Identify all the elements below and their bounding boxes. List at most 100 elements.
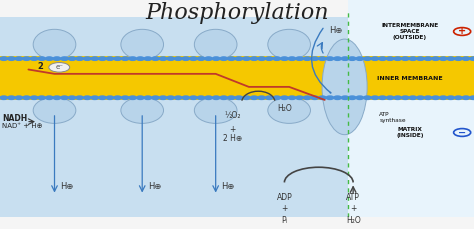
Circle shape: [356, 96, 364, 99]
Circle shape: [68, 96, 76, 99]
Circle shape: [379, 57, 386, 60]
Circle shape: [167, 96, 174, 99]
Circle shape: [455, 96, 462, 99]
Circle shape: [53, 96, 61, 99]
Circle shape: [53, 57, 61, 60]
Bar: [0, 17, 348, 57]
Circle shape: [15, 96, 23, 99]
Circle shape: [91, 96, 99, 99]
Bar: [0, 57, 351, 100]
Circle shape: [243, 96, 250, 99]
Circle shape: [462, 96, 470, 99]
Circle shape: [273, 57, 281, 60]
Circle shape: [447, 57, 455, 60]
Bar: [348, 57, 474, 100]
Circle shape: [243, 57, 250, 60]
Circle shape: [174, 96, 182, 99]
Circle shape: [38, 57, 46, 60]
Ellipse shape: [322, 39, 367, 135]
Bar: [348, 0, 474, 217]
Circle shape: [265, 96, 273, 99]
Circle shape: [235, 57, 243, 60]
Circle shape: [371, 96, 379, 99]
Circle shape: [190, 96, 197, 99]
Circle shape: [68, 57, 76, 60]
Circle shape: [129, 57, 137, 60]
Circle shape: [121, 57, 129, 60]
Text: Phosphorylation: Phosphorylation: [145, 2, 329, 24]
Text: NADH: NADH: [2, 114, 27, 123]
Text: −: −: [458, 128, 466, 137]
Circle shape: [114, 57, 121, 60]
Circle shape: [129, 96, 137, 99]
Text: H⊕: H⊕: [148, 182, 161, 191]
Text: +: +: [229, 125, 236, 134]
Bar: [348, 0, 474, 217]
Circle shape: [348, 57, 356, 60]
Text: ATP
+
H₂O: ATP + H₂O: [346, 193, 361, 224]
Circle shape: [46, 96, 53, 99]
Circle shape: [273, 96, 281, 99]
Circle shape: [424, 96, 432, 99]
Text: H⊕: H⊕: [329, 26, 343, 35]
Circle shape: [23, 57, 30, 60]
Circle shape: [235, 96, 243, 99]
Circle shape: [76, 96, 83, 99]
Circle shape: [61, 96, 68, 99]
Circle shape: [439, 96, 447, 99]
Circle shape: [401, 57, 409, 60]
Text: e⁻: e⁻: [55, 64, 63, 70]
Circle shape: [99, 57, 106, 60]
Circle shape: [379, 96, 386, 99]
Circle shape: [470, 96, 474, 99]
Circle shape: [182, 96, 190, 99]
Text: INNER MEMBRANE: INNER MEMBRANE: [377, 76, 443, 81]
Circle shape: [197, 57, 205, 60]
Circle shape: [250, 96, 258, 99]
Circle shape: [311, 57, 319, 60]
Circle shape: [212, 57, 220, 60]
Circle shape: [258, 57, 265, 60]
Circle shape: [15, 57, 23, 60]
Text: +: +: [458, 27, 466, 36]
Circle shape: [371, 57, 379, 60]
Ellipse shape: [33, 29, 76, 60]
Circle shape: [137, 96, 144, 99]
Circle shape: [386, 96, 394, 99]
Circle shape: [182, 57, 190, 60]
Circle shape: [205, 57, 212, 60]
Circle shape: [319, 57, 326, 60]
Circle shape: [470, 57, 474, 60]
Circle shape: [159, 57, 167, 60]
Circle shape: [258, 96, 265, 99]
Text: MATRIX
(INSIDE): MATRIX (INSIDE): [396, 127, 424, 138]
Ellipse shape: [268, 97, 310, 123]
Text: ½O₂: ½O₂: [224, 111, 240, 120]
Circle shape: [281, 96, 288, 99]
Circle shape: [447, 96, 455, 99]
Circle shape: [167, 57, 174, 60]
Circle shape: [30, 96, 38, 99]
Circle shape: [296, 57, 303, 60]
Circle shape: [91, 57, 99, 60]
Circle shape: [265, 57, 273, 60]
Circle shape: [46, 57, 53, 60]
Text: NAD⁺ + H⊕: NAD⁺ + H⊕: [2, 123, 43, 129]
Circle shape: [137, 57, 144, 60]
Circle shape: [364, 96, 371, 99]
Circle shape: [348, 96, 356, 99]
Circle shape: [144, 57, 152, 60]
Text: ATP
synthase: ATP synthase: [379, 112, 406, 123]
Circle shape: [106, 57, 114, 60]
Circle shape: [152, 57, 159, 60]
Text: ADP
+
Pᵢ: ADP + Pᵢ: [276, 193, 292, 224]
Ellipse shape: [268, 29, 310, 60]
Circle shape: [288, 96, 296, 99]
Circle shape: [356, 57, 364, 60]
Circle shape: [220, 57, 228, 60]
Circle shape: [144, 96, 152, 99]
Circle shape: [250, 57, 258, 60]
Circle shape: [417, 57, 424, 60]
Circle shape: [394, 96, 401, 99]
Circle shape: [8, 96, 15, 99]
